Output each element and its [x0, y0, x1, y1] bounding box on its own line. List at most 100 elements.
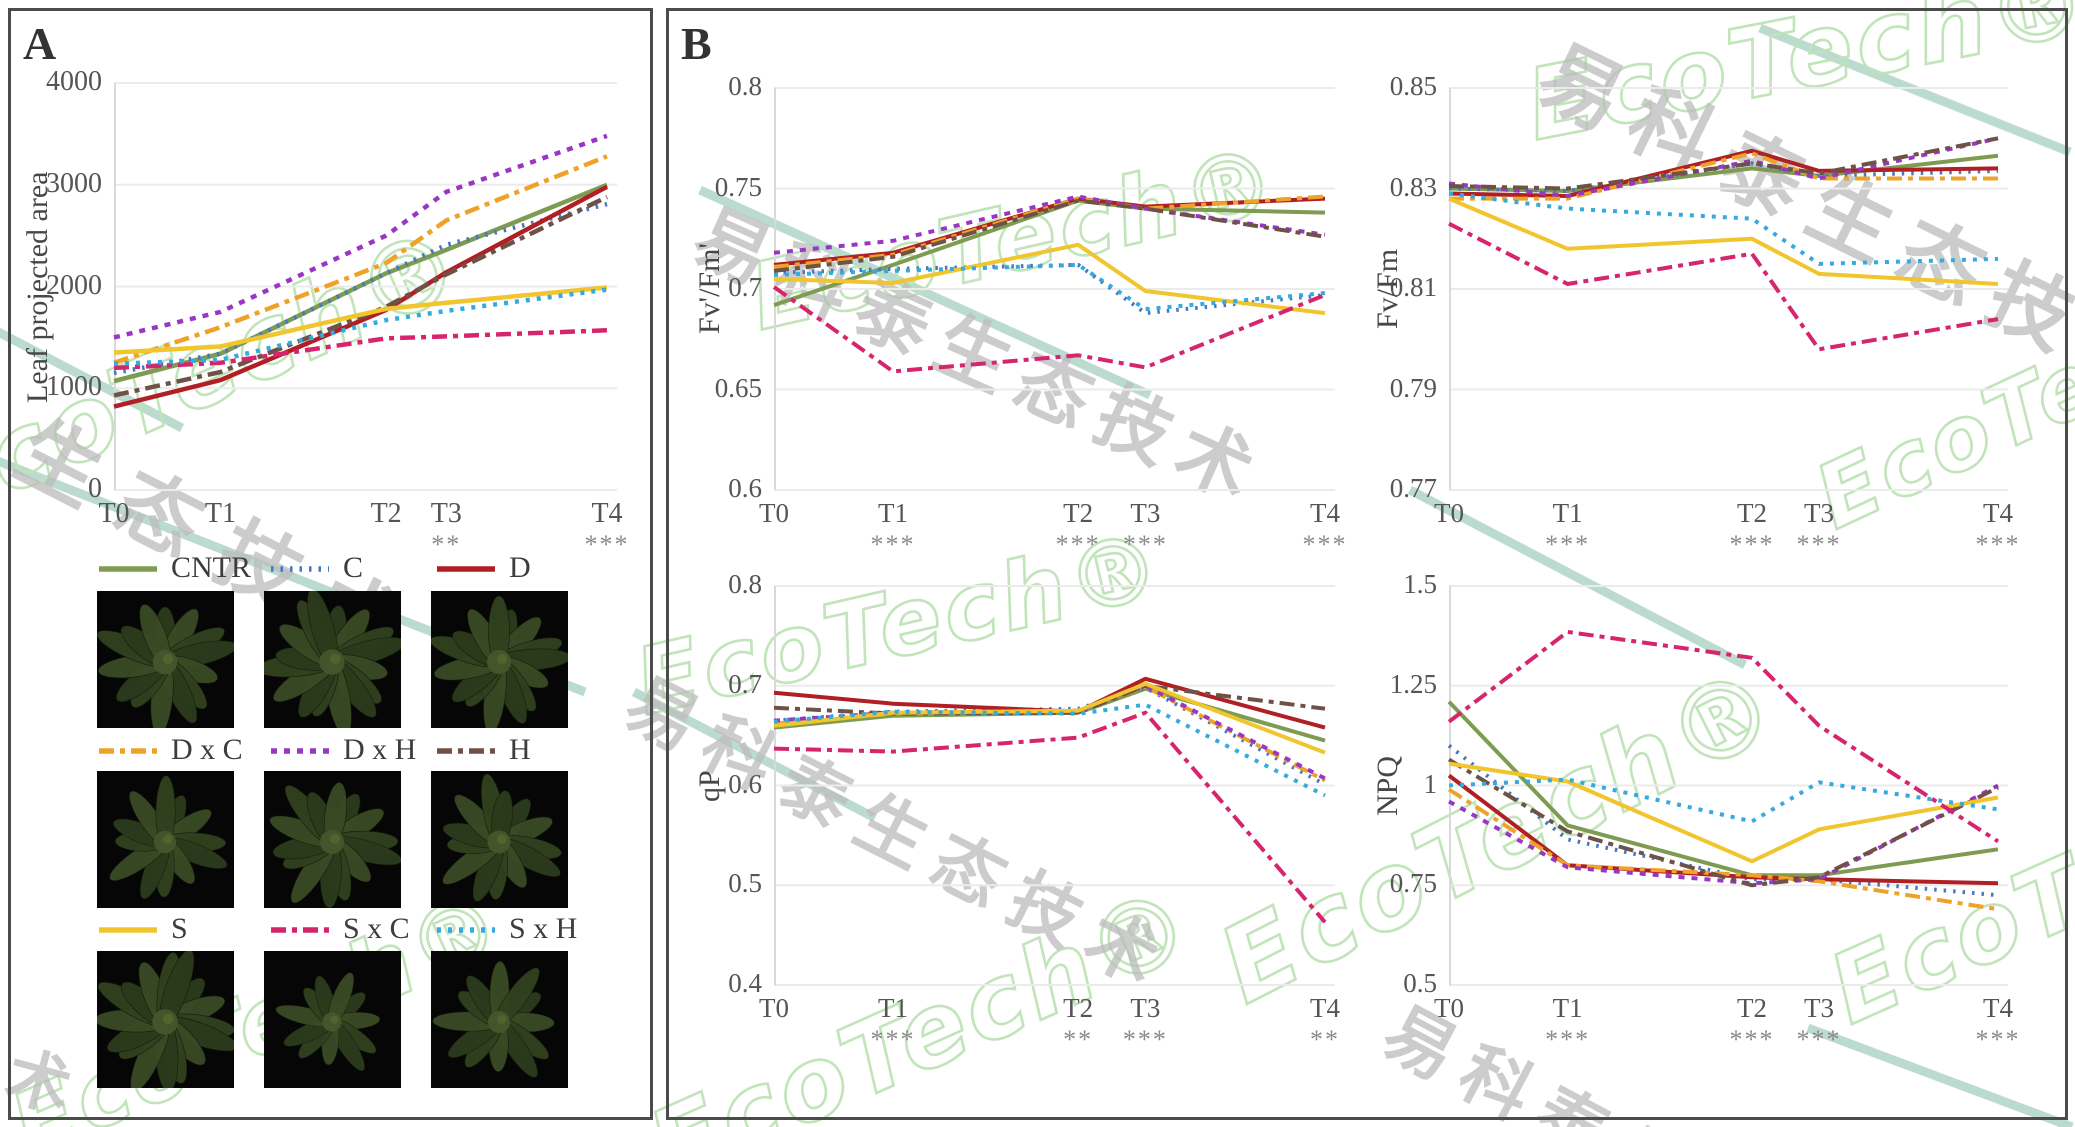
series-line-S — [113, 285, 608, 355]
legend-swatch-SxC — [271, 927, 329, 933]
series-line-SxC — [113, 328, 608, 371]
legend-item-C: C — [271, 548, 441, 588]
significance-marker: *** — [1122, 530, 1168, 559]
legend-swatch-D — [437, 566, 495, 572]
panel-a-label: A — [23, 18, 57, 69]
legend-swatch-H — [437, 748, 495, 754]
panel-b-label: B — [681, 18, 712, 69]
x-tick-label: T1 — [1552, 498, 1583, 528]
x-tick-label: T3 — [1804, 993, 1835, 1023]
plant-rosette-image-H — [431, 771, 568, 908]
plant-rosette-image-SxH — [431, 951, 568, 1088]
series-line-DxC — [1447, 787, 1999, 912]
plant-rosette-image-DxC — [97, 771, 234, 908]
x-tick-label: T0 — [759, 498, 789, 528]
series-line-SxH — [1448, 777, 1999, 824]
legend-label-DxH: D x H — [343, 733, 417, 766]
y-tick-label: 1 — [1423, 768, 1438, 799]
y-tick-label: 4000 — [46, 66, 102, 97]
series-line-H — [113, 194, 608, 398]
legend-swatch-SxH — [437, 927, 495, 933]
significance-marker: *** — [1796, 530, 1842, 559]
x-tick-label: T1 — [204, 498, 237, 529]
legend-item-D: D — [437, 548, 607, 588]
significance-marker: *** — [1796, 1025, 1842, 1054]
significance-marker: *** — [1975, 1025, 2021, 1054]
significance-marker: *** — [870, 530, 916, 559]
series-line-DxH — [1448, 136, 1999, 198]
series-line-CNTR — [113, 182, 608, 384]
legend-swatch-DxH — [271, 748, 329, 754]
plot-area-fvfm — [1448, 87, 2008, 491]
y-axis-title: qP — [693, 769, 726, 802]
legend-label-D: D — [509, 551, 531, 584]
plant-rosette-image-C — [264, 591, 401, 728]
x-tick-label: T2 — [1737, 993, 1768, 1023]
x-tick-label: T3 — [430, 498, 462, 529]
y-tick-label: 0.4 — [728, 968, 762, 998]
x-tick-label: T1 — [1552, 993, 1583, 1023]
series-line-H — [773, 683, 1326, 716]
x-tick-label: T3 — [1130, 498, 1161, 528]
significance-marker: *** — [1545, 530, 1591, 559]
panel-b: B 0.8 0.75 0.7 0.65 0.6 Fv'/Fm' T0 T1 *** T2 *** T3… — [666, 8, 2068, 1120]
legend-swatch-C — [271, 566, 329, 572]
legend-label-DxC: D x C — [171, 733, 243, 766]
series-line-SxC — [773, 710, 1327, 924]
x-tick-label: T4 — [1310, 498, 1340, 528]
series-line-D — [1448, 148, 1999, 198]
plant-rosette-image-SxC — [264, 951, 401, 1088]
legend-label-SxH: S x H — [509, 912, 578, 945]
legend-item-DxC: D x C — [99, 730, 269, 770]
plant-rosette-image-D — [431, 591, 568, 728]
legend-item-SxH: S x H — [437, 909, 607, 949]
y-tick-label: 0.5 — [728, 868, 762, 899]
x-tick-label: T0 — [759, 993, 789, 1023]
plot-area-qp — [773, 585, 1335, 986]
y-tick-label: 1.25 — [1389, 668, 1437, 699]
series-line-H — [1447, 757, 1999, 888]
legend-label-S: S — [171, 912, 188, 945]
legend-label-SxC: S x C — [343, 912, 410, 945]
legend-swatch-S — [99, 927, 157, 933]
significance-marker: *** — [1055, 530, 1101, 559]
legend-label-CNTR: CNTR — [171, 551, 252, 584]
x-tick-label: T4 — [1310, 993, 1340, 1023]
y-axis-title: Fv/Fm — [1371, 248, 1404, 330]
significance-marker: *** — [1729, 1025, 1775, 1054]
legend-item-S: S — [99, 909, 269, 949]
y-tick-label: 0.8 — [728, 71, 762, 101]
plot-area-leaf_area — [113, 82, 617, 491]
legend-item-CNTR: CNTR — [99, 548, 269, 588]
y-tick-label: 0.5 — [1403, 968, 1437, 998]
x-tick-label: T3 — [1130, 993, 1161, 1023]
x-tick-label: T2 — [1063, 993, 1094, 1023]
x-tick-label: T0 — [98, 498, 130, 529]
legend-swatch-DxC — [99, 748, 157, 754]
significance-marker: *** — [1302, 530, 1348, 559]
plot-area-fvpfmp — [772, 87, 1335, 491]
y-axis-title: Fv'/Fm' — [693, 243, 726, 335]
y-axis-title: Leaf projected area — [21, 170, 54, 403]
series-line-DxC — [113, 154, 608, 365]
legend-label-H: H — [509, 733, 531, 766]
y-tick-label: 3000 — [46, 167, 102, 199]
y-tick-label: 1.5 — [1403, 569, 1437, 599]
series-line-C — [1448, 161, 1999, 193]
series-line-DxC — [1449, 151, 1998, 201]
significance-marker: *** — [1545, 1025, 1591, 1054]
series-line-DxH — [1448, 783, 1999, 886]
x-tick-label: T2 — [1063, 498, 1094, 528]
plant-rosette-image-S — [97, 951, 234, 1088]
y-tick-label: 2000 — [46, 269, 102, 301]
x-tick-label: T4 — [1983, 498, 2013, 528]
series-line-C — [1447, 744, 1999, 898]
x-tick-label: T1 — [878, 993, 909, 1023]
legend-item-H: H — [437, 730, 607, 770]
legend-label-C: C — [343, 551, 364, 584]
series-line-S — [1448, 196, 1999, 286]
series-line-SxC — [1448, 221, 1999, 352]
y-tick-label: 0.83 — [1389, 171, 1437, 202]
y-tick-label: 0.75 — [1389, 868, 1437, 899]
